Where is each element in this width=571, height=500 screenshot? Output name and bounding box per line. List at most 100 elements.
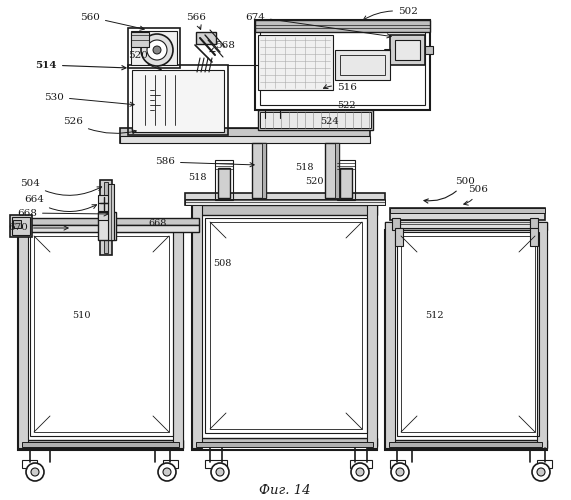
Circle shape — [31, 468, 39, 476]
Text: 586: 586 — [155, 158, 254, 167]
Circle shape — [216, 468, 224, 476]
Bar — [22, 442, 179, 447]
Bar — [400, 220, 530, 228]
Bar — [262, 143, 266, 198]
Bar — [173, 222, 183, 448]
Bar — [392, 218, 400, 230]
Bar — [192, 205, 202, 448]
Bar — [132, 70, 224, 132]
Bar — [13, 220, 21, 228]
Bar — [255, 20, 430, 32]
Circle shape — [396, 468, 404, 476]
Text: 560: 560 — [80, 12, 144, 30]
Text: 510: 510 — [72, 310, 90, 320]
Bar — [14, 225, 199, 232]
Bar — [192, 205, 377, 215]
Bar — [325, 143, 339, 198]
Circle shape — [351, 463, 369, 481]
Text: 566: 566 — [186, 12, 206, 29]
Bar — [205, 460, 227, 468]
Text: Фиг. 14: Фиг. 14 — [259, 484, 311, 496]
Text: 518: 518 — [188, 172, 207, 182]
Bar — [34, 236, 169, 432]
Bar — [390, 460, 405, 468]
Bar — [337, 160, 355, 200]
Text: 668: 668 — [17, 208, 108, 218]
Text: 664: 664 — [24, 196, 96, 212]
Text: 520: 520 — [128, 50, 161, 70]
Bar — [22, 460, 37, 468]
Bar — [367, 205, 377, 448]
Text: 504: 504 — [20, 178, 102, 196]
Text: 526: 526 — [63, 118, 136, 134]
Bar — [18, 222, 28, 448]
Bar — [100, 180, 112, 255]
Bar — [537, 222, 547, 448]
Bar — [131, 32, 149, 47]
Bar — [196, 442, 373, 447]
Bar — [340, 55, 385, 75]
Bar — [260, 112, 371, 128]
Bar — [10, 215, 32, 237]
Bar — [335, 50, 390, 80]
Text: 670: 670 — [8, 224, 68, 232]
Bar — [390, 35, 425, 65]
Bar — [98, 195, 112, 203]
Circle shape — [391, 463, 409, 481]
Bar — [395, 40, 420, 60]
Bar — [258, 110, 373, 130]
Bar — [192, 438, 377, 446]
Bar — [12, 217, 30, 235]
Bar — [120, 128, 370, 143]
Bar — [395, 228, 403, 246]
Bar — [401, 236, 535, 432]
Bar — [185, 193, 385, 205]
Bar — [258, 35, 333, 90]
Bar — [397, 232, 539, 436]
Bar — [128, 65, 228, 135]
Bar — [218, 168, 230, 198]
Bar — [260, 25, 425, 105]
Bar — [389, 442, 542, 447]
Bar — [98, 212, 112, 220]
Bar — [120, 136, 370, 143]
Bar — [185, 199, 385, 205]
Bar — [530, 218, 538, 230]
Bar — [340, 168, 352, 198]
Text: 668: 668 — [148, 220, 166, 228]
Text: 516: 516 — [324, 82, 357, 92]
Circle shape — [537, 468, 545, 476]
Bar — [18, 222, 183, 230]
Circle shape — [158, 463, 176, 481]
Bar — [18, 440, 183, 448]
Text: 568: 568 — [210, 40, 235, 52]
Bar — [537, 460, 552, 468]
Text: 502: 502 — [363, 8, 418, 20]
Bar — [350, 460, 372, 468]
Circle shape — [141, 34, 173, 66]
Text: 518: 518 — [295, 162, 313, 172]
Circle shape — [163, 468, 171, 476]
Bar — [163, 460, 178, 468]
Text: 500: 500 — [424, 178, 475, 203]
Text: 514: 514 — [35, 60, 126, 70]
Circle shape — [153, 46, 161, 54]
Text: 674: 674 — [245, 12, 391, 38]
Bar — [131, 31, 177, 65]
Bar — [205, 218, 367, 433]
Text: 524: 524 — [320, 118, 339, 126]
Text: 506: 506 — [464, 186, 488, 205]
Text: 520: 520 — [305, 176, 324, 186]
Bar — [252, 143, 266, 198]
Bar — [104, 182, 108, 253]
Circle shape — [147, 40, 167, 60]
Circle shape — [532, 463, 550, 481]
Circle shape — [26, 463, 44, 481]
Bar — [98, 212, 116, 240]
Bar — [98, 203, 112, 211]
Bar — [215, 160, 233, 200]
Bar — [390, 208, 545, 220]
Bar — [385, 222, 395, 448]
Bar — [128, 28, 180, 68]
Text: 522: 522 — [337, 102, 356, 110]
